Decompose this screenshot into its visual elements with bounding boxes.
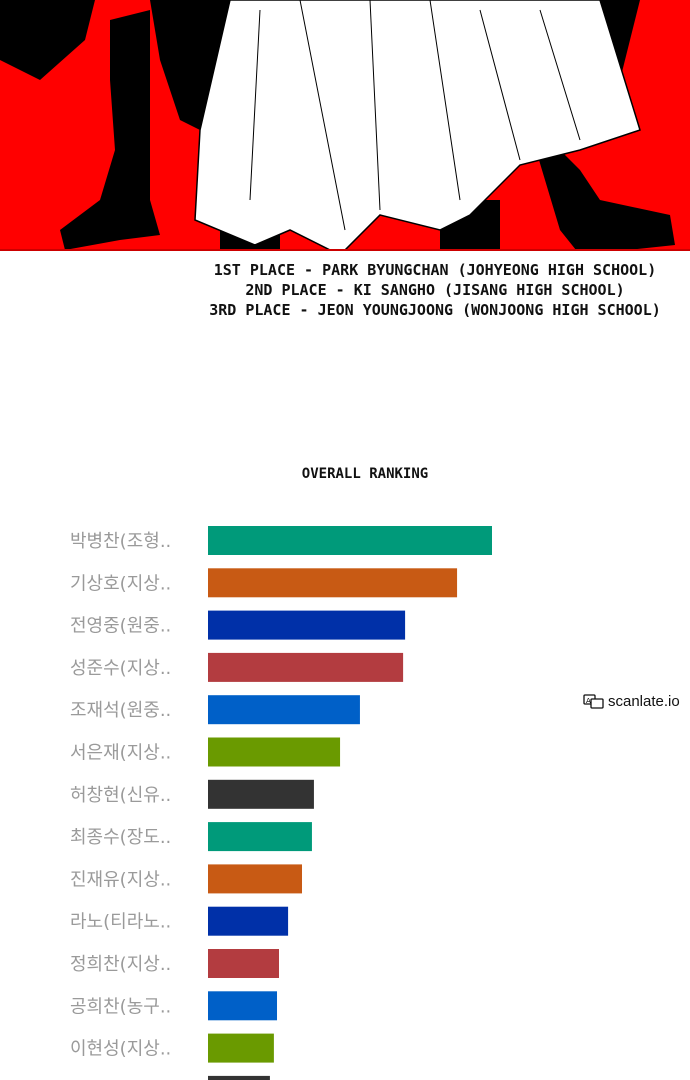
bar-11	[208, 949, 279, 978]
comic-panel-illustration	[0, 0, 690, 251]
bar-4	[208, 652, 404, 682]
caption-first-place: 1ST PLACE - PARK BYUNGCHAN (JOHYEONG HIG…	[213, 261, 657, 279]
category-label: 공희찬(농구..	[70, 996, 171, 1017]
category-label: 조재석(원중..	[70, 700, 171, 721]
svg-text:A: A	[586, 697, 591, 705]
bar-2	[208, 568, 458, 598]
category-label: 전영중(원중..	[70, 616, 171, 637]
caption-second-place: 2ND PLACE - KI SANGHO (JISANG HIGH SCHOO…	[245, 281, 625, 299]
category-label: 최종수(장도..	[70, 827, 171, 848]
category-label: 성준수(지상..	[70, 658, 171, 679]
category-label: 기상호(지상..	[70, 573, 171, 594]
category-label: 진재유(지상..	[70, 869, 171, 890]
caption-third-place: 3RD PLACE - JEON YOUNGJOONG (WONJOONG HI…	[209, 301, 661, 319]
bar-13	[208, 1033, 274, 1063]
bar-9	[208, 864, 303, 894]
chart-title: OVERALL RANKING	[301, 466, 429, 482]
watermark-text: scanlate.io	[608, 693, 680, 710]
bar-3	[208, 610, 406, 640]
ranking-bar-chart: 박병찬(조형.. 기상호(지상.. 전영중(원중.. 성준수(지상.. 조재석(원중..…	[70, 526, 492, 1080]
bar-6	[208, 737, 341, 767]
bar-14	[208, 1075, 270, 1080]
category-label: 서은재(지상..	[70, 743, 171, 764]
category-label: 정희찬(지상..	[70, 954, 171, 975]
category-label: 박병찬(조형..	[70, 531, 171, 552]
bar-10	[208, 906, 289, 936]
bar-7	[208, 779, 314, 809]
bar-5	[208, 695, 360, 725]
category-label: 이현성(지상..	[70, 1039, 171, 1060]
bar-1	[208, 526, 492, 555]
watermark: A scanlate.io	[583, 693, 680, 710]
bar-12	[208, 991, 278, 1021]
translate-icon: A	[583, 693, 604, 709]
category-label: 라노(티라노..	[70, 912, 171, 933]
bar-8	[208, 822, 312, 852]
category-label: 허창현(신유..	[70, 785, 171, 806]
